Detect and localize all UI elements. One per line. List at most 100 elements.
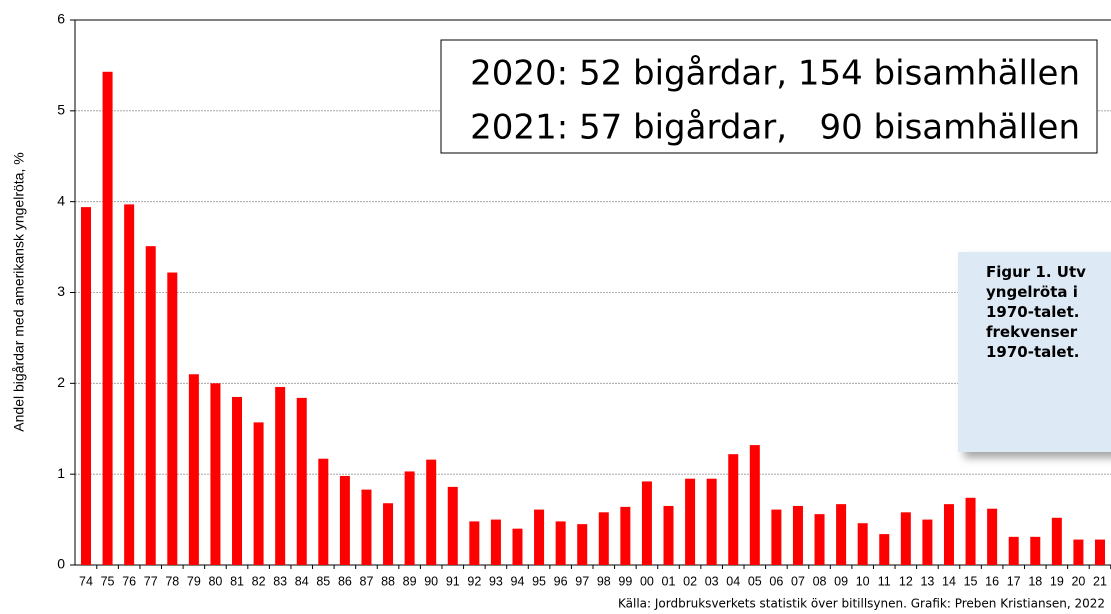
bar — [426, 459, 437, 565]
x-tick-label: 74 — [79, 574, 93, 588]
x-tick-label: 03 — [705, 574, 719, 588]
bar — [814, 514, 825, 565]
x-tick-label: 12 — [899, 574, 913, 588]
y-tick-label: 0 — [57, 556, 65, 572]
bar — [555, 521, 566, 565]
bar — [641, 481, 652, 565]
x-tick-label: 19 — [1050, 574, 1064, 588]
x-tick-label: 96 — [554, 574, 568, 588]
y-tick-label: 6 — [57, 11, 65, 27]
bar — [232, 396, 243, 565]
x-tick-label: 78 — [165, 574, 179, 588]
bar — [900, 512, 911, 565]
x-tick-label: 07 — [791, 574, 805, 588]
bar — [447, 486, 458, 565]
bar — [1095, 539, 1105, 565]
bar — [253, 422, 264, 565]
x-tick-label: 79 — [187, 574, 201, 588]
x-tick-label: 84 — [295, 574, 309, 588]
caption-line: 1970-talet. — [986, 303, 1080, 321]
x-tick-label: 10 — [856, 574, 870, 588]
bar — [318, 458, 329, 565]
y-axis-label: Andel bigårdar med amerikansk yngelröta,… — [11, 152, 27, 431]
bar — [792, 505, 803, 565]
bar — [361, 489, 372, 565]
bar — [706, 478, 717, 565]
x-tick-label: 81 — [230, 574, 244, 588]
bar — [534, 509, 545, 565]
x-tick-label: 83 — [273, 574, 287, 588]
caption-line: 1970-talet. — [986, 343, 1080, 361]
x-tick-label: 05 — [748, 574, 762, 588]
bar — [167, 272, 178, 565]
x-tick-label: 15 — [964, 574, 978, 588]
x-tick-label: 06 — [769, 574, 783, 588]
annotation: 2020: 52 bigårdar, 154 bisamhällen — [470, 54, 1080, 94]
y-tick-label: 2 — [57, 374, 65, 390]
x-tick-label: 80 — [208, 574, 222, 588]
bar — [81, 207, 91, 565]
x-tick-label: 01 — [662, 574, 676, 588]
x-tick-label: 93 — [489, 574, 503, 588]
figure-caption: Figur 1. Utv yngelröta i 1970-talet. frekve… — [958, 252, 1111, 452]
bar — [879, 534, 890, 565]
bar — [275, 386, 286, 565]
bar — [620, 506, 631, 565]
x-tick-label: 18 — [1028, 574, 1042, 588]
x-tick-label: 11 — [878, 574, 891, 588]
x-tick-label: 77 — [144, 574, 158, 588]
x-tick-label: 75 — [101, 574, 115, 588]
bar — [1051, 517, 1062, 565]
bar — [102, 71, 113, 566]
x-tick-label: 16 — [985, 574, 999, 588]
bar — [857, 523, 868, 565]
source: Källa: Jordbruksverkets statistik över b… — [618, 597, 1105, 611]
y-tick-label: 1 — [57, 465, 65, 481]
bar — [1073, 539, 1084, 565]
bar — [943, 504, 954, 565]
caption-line: yngelröta i — [986, 283, 1078, 301]
caption-line: Figur 1. Utv — [986, 263, 1086, 281]
bar — [339, 475, 350, 565]
bar — [145, 246, 156, 566]
bar — [210, 383, 221, 565]
caption-line: frekvenser — [986, 323, 1078, 341]
bar — [490, 519, 501, 565]
x-tick-label: 90 — [424, 574, 438, 588]
x-tick-label: 76 — [122, 574, 136, 588]
bar — [1030, 536, 1041, 565]
bar — [512, 528, 523, 565]
x-tick-label: 87 — [360, 574, 374, 588]
x-tick-label: 21 — [1093, 574, 1107, 588]
y-tick-label: 4 — [57, 192, 65, 208]
x-tick-label: 99 — [618, 574, 632, 588]
bar — [922, 519, 933, 565]
bar — [1008, 536, 1019, 565]
x-tick-label: 08 — [813, 574, 827, 588]
bar — [469, 521, 480, 565]
bar — [598, 512, 609, 565]
bar — [188, 374, 199, 565]
bar — [749, 445, 760, 565]
x-tick-label: 20 — [1071, 574, 1085, 588]
x-tick-label: 13 — [920, 574, 934, 588]
x-tick-label: 00 — [640, 574, 654, 588]
x-tick-label: 02 — [683, 574, 697, 588]
bar — [663, 505, 674, 565]
bar — [404, 471, 415, 565]
x-tick-label: 04 — [726, 574, 740, 588]
x-tick-label: 94 — [511, 574, 525, 588]
bar — [965, 497, 976, 565]
bar — [577, 524, 588, 565]
bar — [987, 508, 998, 565]
x-tick-label: 85 — [316, 574, 330, 588]
x-tick-label: 97 — [575, 574, 589, 588]
bar — [771, 509, 782, 565]
x-tick-label: 82 — [252, 574, 266, 588]
annotation-box — [440, 39, 1098, 154]
bar — [836, 504, 847, 565]
x-tick-label: 89 — [403, 574, 417, 588]
bar — [728, 454, 739, 565]
